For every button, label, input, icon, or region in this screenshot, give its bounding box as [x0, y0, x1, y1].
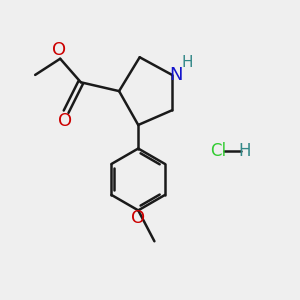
Text: O: O [52, 41, 66, 59]
Text: O: O [131, 209, 145, 227]
Text: H: H [182, 55, 193, 70]
Text: N: N [169, 66, 182, 84]
Text: O: O [58, 112, 73, 130]
Text: Cl: Cl [210, 142, 226, 160]
Text: H: H [238, 142, 250, 160]
